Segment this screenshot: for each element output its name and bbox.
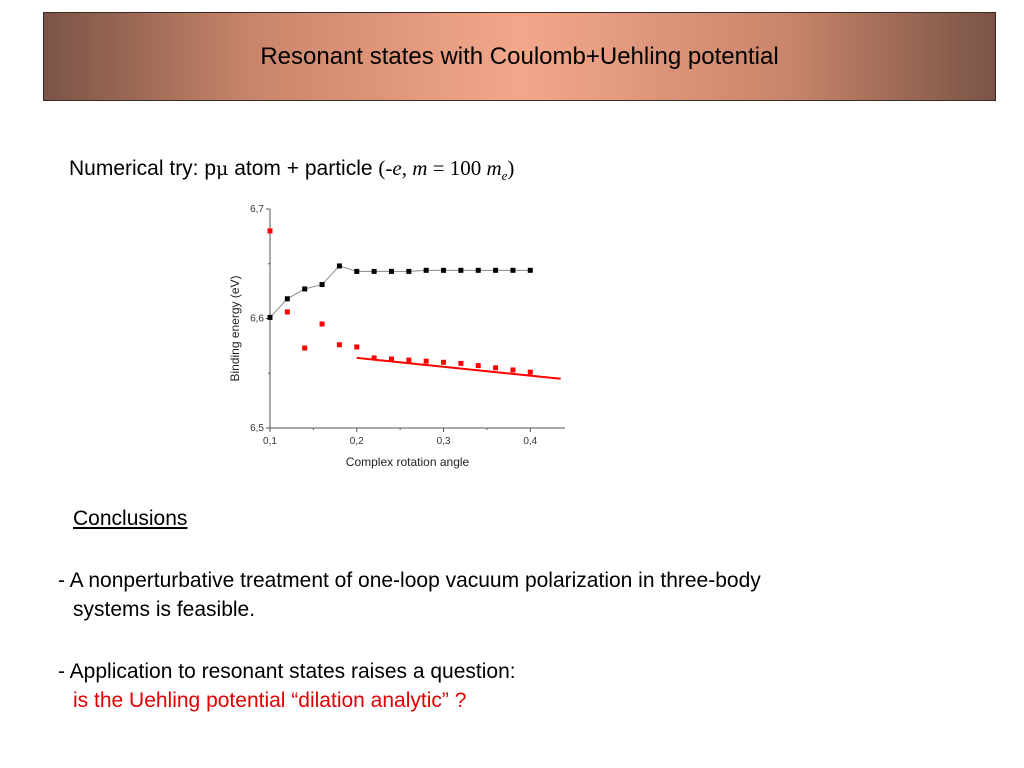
series-black-line: [269, 265, 531, 318]
formula-sub-e: e: [501, 168, 508, 184]
formula-close: ): [507, 156, 515, 180]
slide-title: Resonant states with Coulomb+Uehling pot…: [260, 42, 779, 70]
series-red-point: [458, 360, 464, 366]
series-red-point: [493, 365, 499, 371]
conclusion-bullet-1: - A nonperturbative treatment of one-loo…: [58, 566, 761, 624]
chart-svg: 0,1 0,2 0,3 0,4 6,5 6,6 6,7 Complex rotation a…: [228, 204, 565, 469]
x-tick-label: 0,1: [263, 436, 277, 447]
series-black-point: [475, 267, 481, 273]
series-red-point: [284, 309, 290, 315]
series-red-point: [371, 355, 377, 361]
series-black-point: [423, 267, 429, 273]
formula-open: (-: [378, 156, 393, 180]
x-tick-label: 0,3: [437, 436, 451, 447]
series-red-point: [510, 367, 516, 373]
x-axis-label: Complex rotation angle: [346, 455, 470, 469]
series-black-point: [319, 282, 325, 288]
x-tick-label: 0,2: [350, 436, 364, 447]
conclusion-bullet-2: - Application to resonant states raises …: [58, 657, 516, 715]
series-black-point: [302, 286, 308, 292]
series-red-point: [406, 357, 412, 363]
bullet-1-line-1: - A nonperturbative treatment of one-loo…: [58, 569, 761, 592]
series-black-point: [527, 267, 533, 273]
chart-axes: 0,1 0,2 0,3 0,4 6,5 6,6 6,7: [250, 204, 565, 447]
series-red-point: [354, 344, 360, 350]
series-red-point: [527, 369, 533, 375]
formula-e: e: [392, 156, 402, 180]
bullet-2-line-1: - Application to resonant states raises …: [58, 660, 516, 683]
formula-me: m: [486, 156, 502, 180]
series-black-point: [458, 267, 464, 273]
y-tick-label: 6,6: [250, 314, 264, 325]
chart: 0,1 0,2 0,3 0,4 6,5 6,6 6,7 Complex rotation a…: [222, 200, 582, 475]
formula-m: m: [412, 156, 428, 180]
series-black-point: [441, 267, 447, 273]
series-black-point: [493, 267, 499, 273]
y-tick-label: 6,7: [250, 204, 264, 215]
subtitle-mu: μ: [216, 158, 229, 180]
series-red-point: [319, 321, 325, 327]
x-tick-label: 0,4: [523, 436, 537, 447]
subtitle-prefix: Numerical try: p: [69, 157, 217, 180]
series-red-point: [267, 228, 273, 234]
bullet-1-line-2: systems is feasible.: [73, 598, 256, 621]
series-black-point: [510, 267, 516, 273]
series-black-point: [267, 314, 273, 320]
series-black-point: [336, 263, 342, 269]
series-black-point: [354, 268, 360, 274]
series-red-point: [302, 345, 308, 351]
y-axis-label: Binding energy (eV): [228, 275, 242, 381]
subtitle-middle: atom + particle: [228, 157, 379, 180]
series-red-point: [336, 342, 342, 348]
series-red-point: [388, 356, 394, 362]
y-tick-label: 6,5: [250, 423, 264, 434]
formula-eq: = 100: [427, 156, 487, 180]
series-red-point: [475, 363, 481, 369]
series-red-point: [441, 359, 447, 365]
series-red-point: [423, 358, 429, 364]
series-black-point: [406, 268, 412, 274]
series-red: [267, 228, 561, 380]
formula-comma: ,: [401, 156, 413, 180]
bullet-2-line-2: is the Uehling potential “dilation analy…: [73, 689, 467, 712]
subtitle: Numerical try: pμ atom + particle (-e, m…: [69, 156, 514, 184]
conclusions-heading: Conclusions: [73, 507, 188, 530]
subtitle-formula: (-e, m = 100 me): [378, 156, 515, 184]
series-red-fit-line: [356, 356, 561, 380]
series-black-point: [284, 296, 290, 302]
series-black-point: [371, 268, 377, 274]
series-black: [267, 263, 533, 320]
series-black-point: [388, 268, 394, 274]
title-bar: Resonant states with Coulomb+Uehling pot…: [43, 12, 996, 101]
